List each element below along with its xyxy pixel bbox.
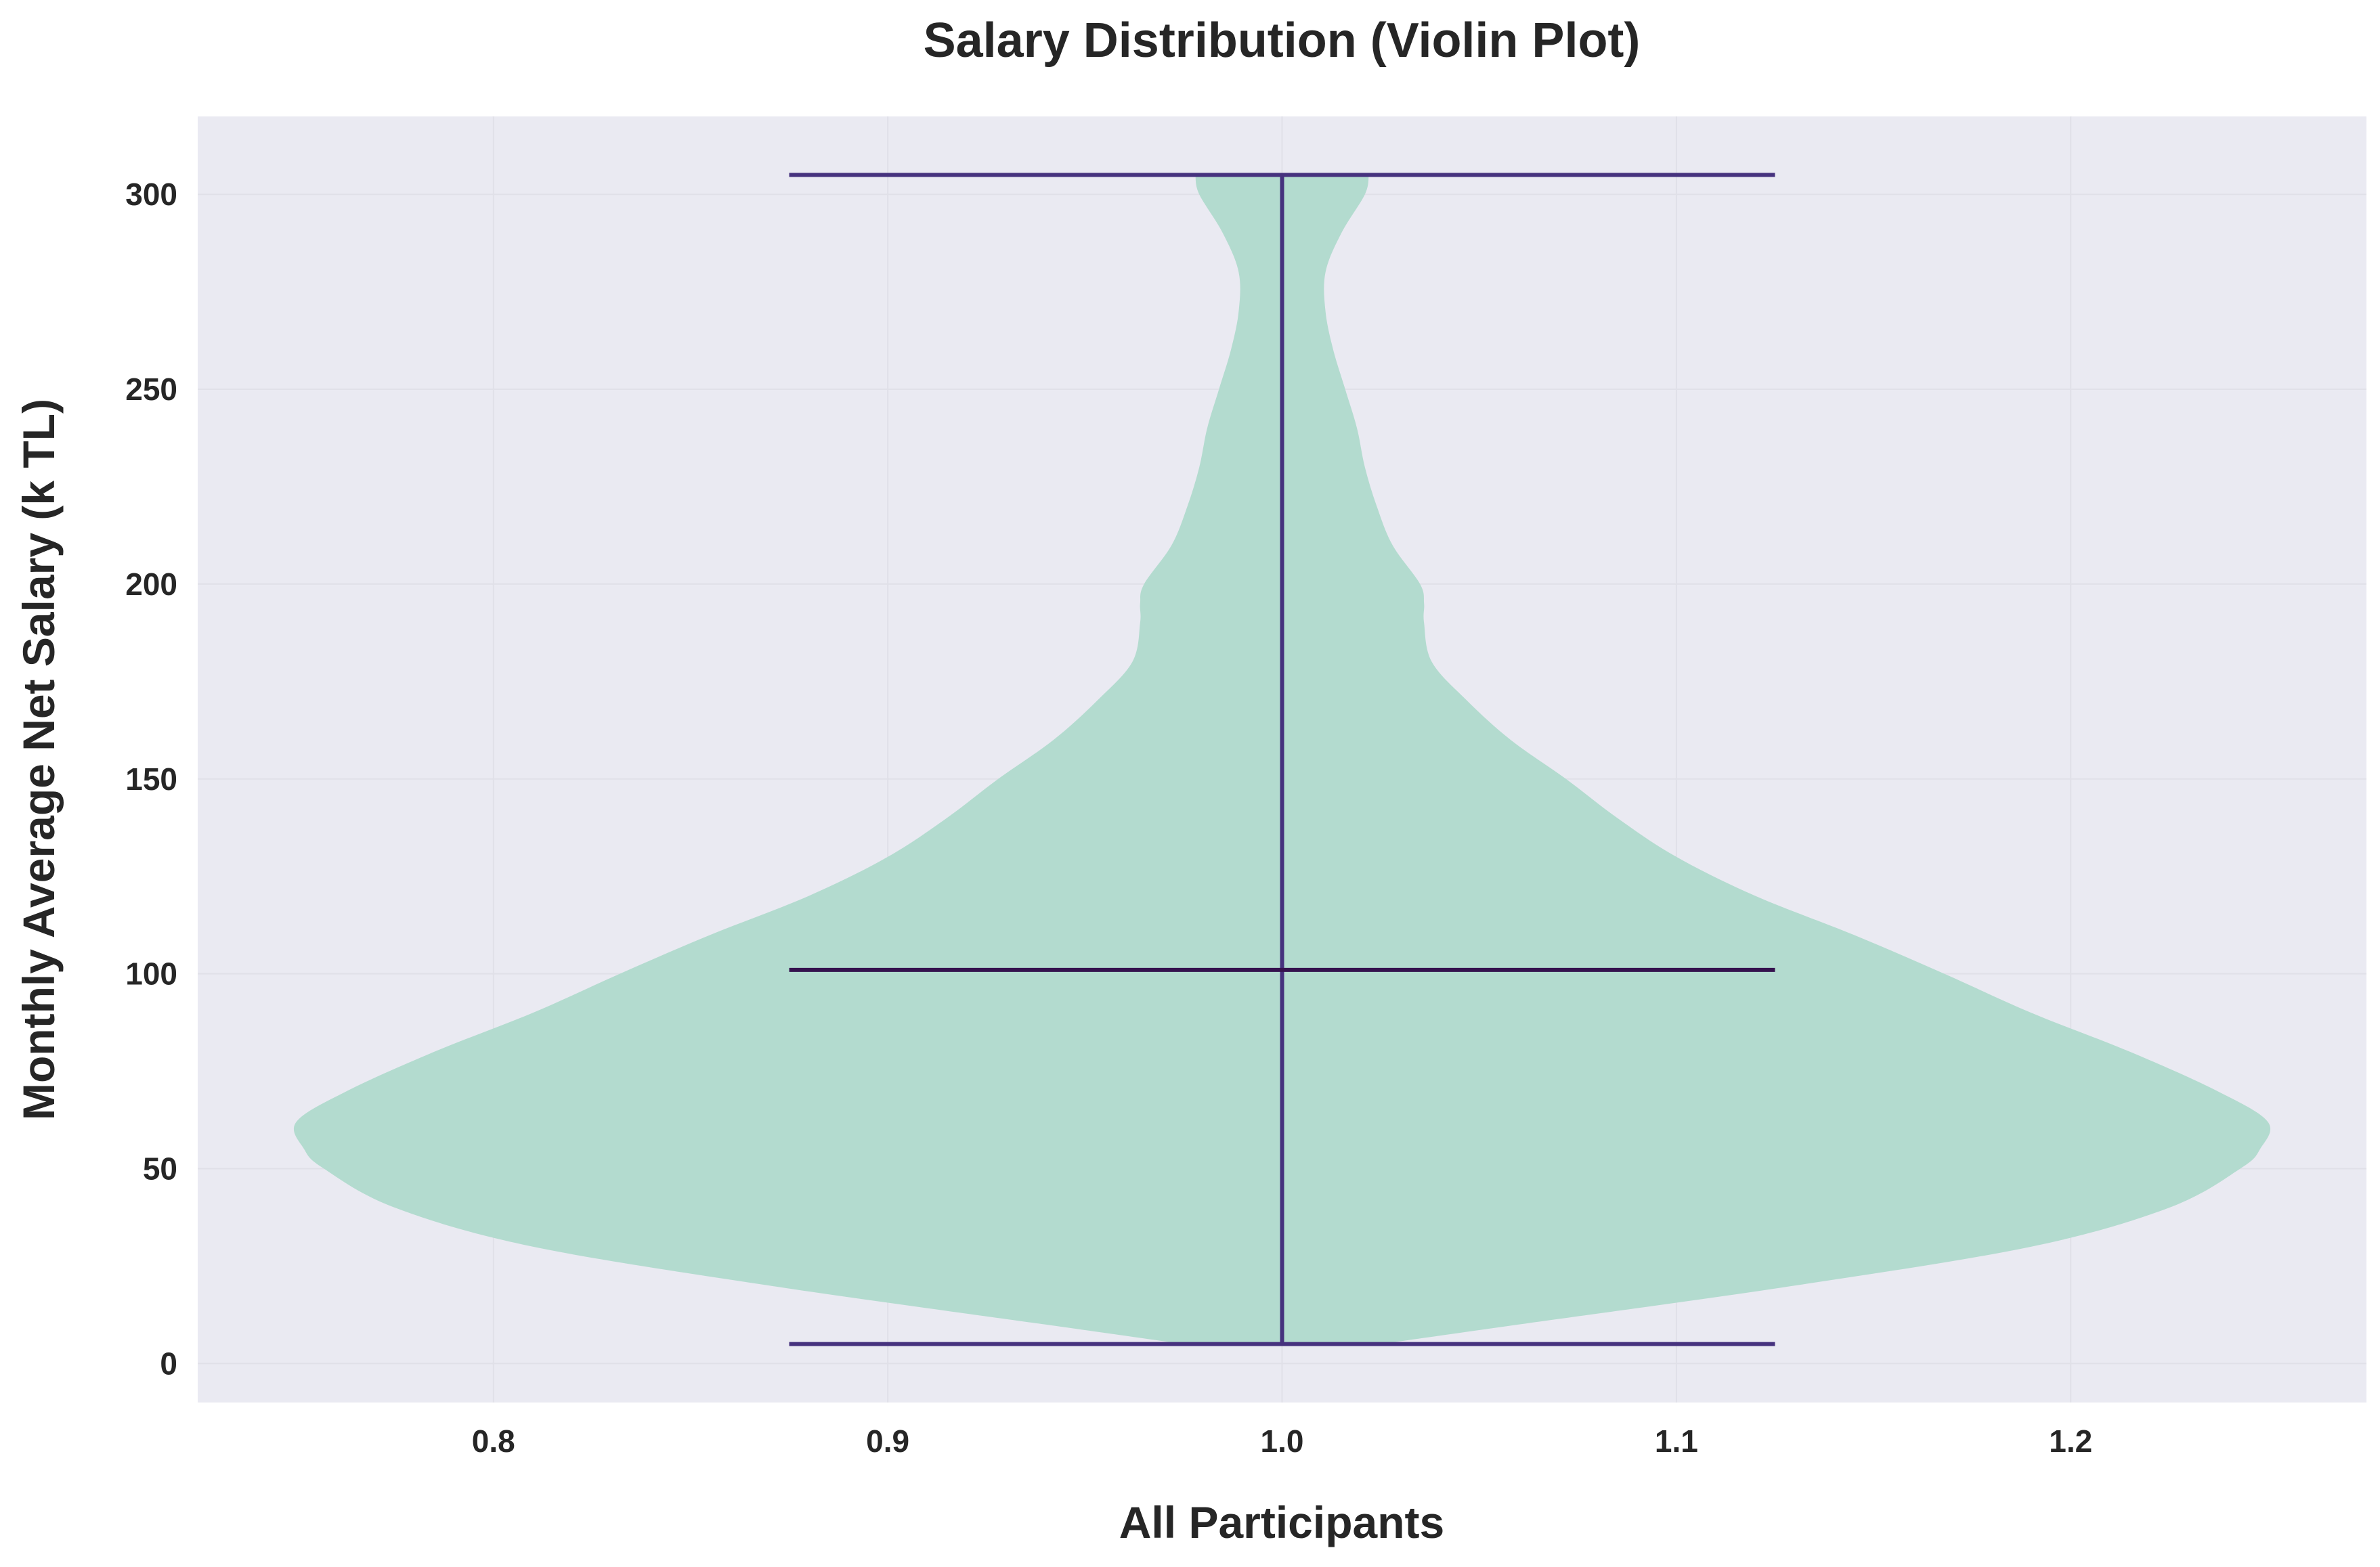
y-tick-label: 0 — [160, 1346, 177, 1381]
x-tick-label: 0.8 — [472, 1423, 515, 1459]
y-tick-label: 250 — [125, 372, 177, 407]
x-axis-label: All Participants — [1119, 1497, 1444, 1547]
y-axis-ticks: 0 50 100 150 200 250 300 — [125, 177, 177, 1381]
x-tick-label: 1.1 — [1655, 1423, 1698, 1459]
y-tick-label: 300 — [125, 177, 177, 212]
x-tick-label: 1.2 — [2049, 1423, 2092, 1459]
y-tick-label: 100 — [125, 956, 177, 992]
x-tick-label: 0.9 — [866, 1423, 909, 1459]
x-axis-ticks: 0.8 0.9 1.0 1.1 1.2 — [472, 1423, 2092, 1459]
chart-title: Salary Distribution (Violin Plot) — [924, 14, 1641, 68]
y-tick-label: 50 — [143, 1151, 177, 1187]
y-tick-label: 150 — [125, 762, 177, 797]
y-axis-label: Monthly Average Net Salary (k TL) — [14, 399, 64, 1120]
y-tick-label: 200 — [125, 567, 177, 602]
x-tick-label: 1.0 — [1261, 1423, 1304, 1459]
